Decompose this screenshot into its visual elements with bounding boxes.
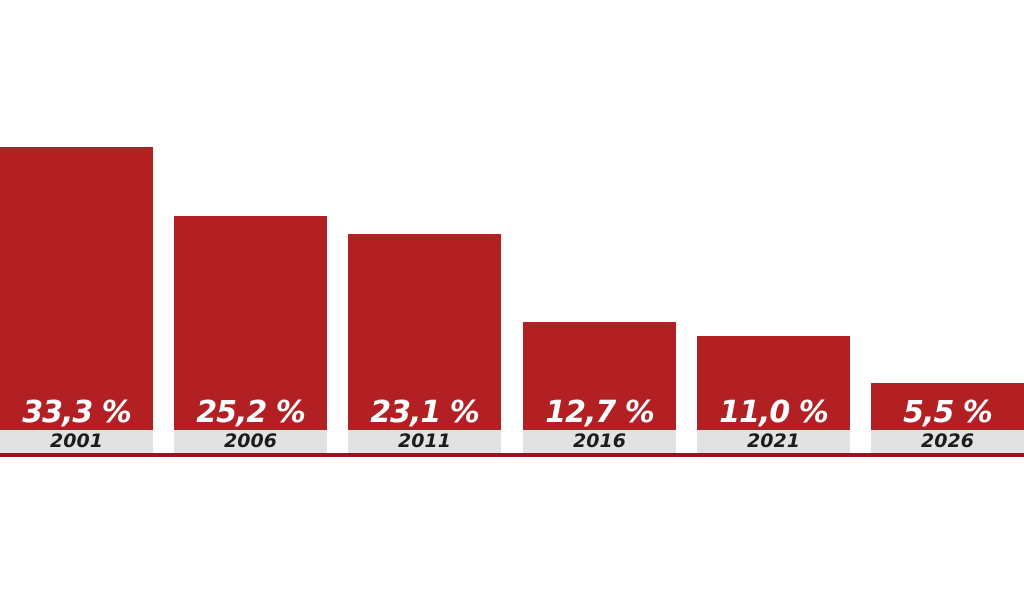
category-band: 2016	[523, 430, 676, 453]
bar-value-label: 5,5 %	[903, 395, 993, 430]
bar: 5,5 %	[871, 383, 1024, 430]
category-band: 2006	[174, 430, 327, 453]
category-band: 2026	[871, 430, 1024, 453]
bar-value-label: 23,1 %	[370, 395, 480, 430]
category-band: 2001	[0, 430, 153, 453]
bar: 23,1 %	[348, 234, 501, 430]
bar: 25,2 %	[174, 216, 327, 430]
bar: 11,0 %	[697, 336, 850, 430]
category-label: 2026	[921, 430, 974, 452]
category-label: 2006	[224, 430, 277, 452]
category-band: 2011	[348, 430, 501, 453]
bar-value-label: 11,0 %	[719, 395, 829, 430]
bar-value-label: 33,3 %	[22, 395, 132, 430]
category-label: 2001	[50, 430, 103, 452]
bar-value-label: 25,2 %	[196, 395, 306, 430]
category-label: 2011	[398, 430, 451, 452]
category-band: 2021	[697, 430, 850, 453]
bar: 33,3 %	[0, 147, 153, 430]
category-label: 2016	[573, 430, 626, 452]
category-label: 2021	[747, 430, 800, 452]
bar-value-label: 12,7 %	[545, 395, 655, 430]
baseline-rule	[0, 453, 1024, 457]
bar: 12,7 %	[523, 322, 676, 430]
